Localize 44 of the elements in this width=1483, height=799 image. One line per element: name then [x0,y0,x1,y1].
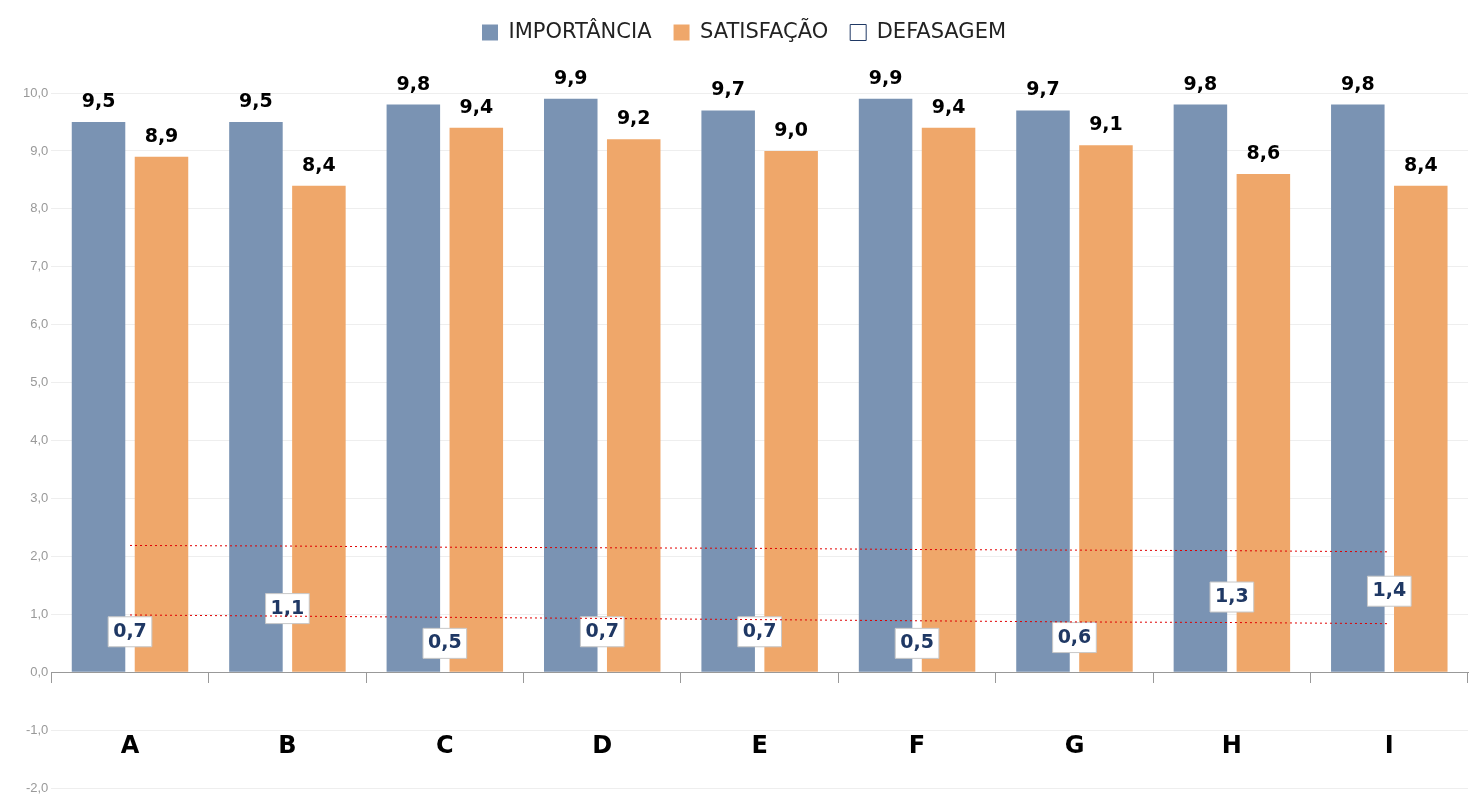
y-tick-label: 6,0 [30,316,49,332]
x-tick-label: F [908,730,926,759]
data-label: 9,5 [81,88,116,111]
data-label: 9,9 [553,65,588,88]
x-tick-label: G [1064,730,1085,759]
data-label: 9,4 [931,94,966,117]
x-tick-label: C [436,730,454,759]
data-label: 9,7 [1026,77,1060,100]
y-tick-label: -1,0 [25,721,49,737]
x-tick-label: I [1384,730,1394,759]
data-label: 9,8 [1340,71,1375,94]
data-label: 8,4 [302,152,336,175]
y-tick-label: 3,0 [30,490,49,506]
data-label: 9,1 [1089,112,1123,135]
y-tick-label: 4,0 [30,432,49,448]
data-label: 9,2 [616,106,651,129]
data-label: 9,0 [774,117,808,140]
x-tick-label: A [120,730,140,759]
y-tick-label: 0,0 [30,663,49,679]
data-label: 9,4 [459,94,494,117]
y-tick-label: 8,0 [30,200,49,216]
line-series [129,544,1390,553]
y-tick-label: 9,0 [30,142,49,158]
legend-label: DEFASAGEM [876,18,1007,43]
y-tick-label: -2,0 [25,779,49,795]
data-label: 9,5 [239,88,273,111]
data-label: 8,4 [1403,152,1438,175]
y-tick-label: 1,0 [30,605,49,621]
data-label: 8,6 [1246,141,1281,164]
data-label: 9,7 [711,77,745,100]
y-tick-label: 5,0 [30,374,49,390]
x-tick-label: H [1221,730,1242,759]
x-tick-label: E [751,730,768,759]
y-tick-label: 7,0 [30,258,49,274]
legend-label: SATISFAÇÃO [700,16,829,43]
y-tick-label: 2,0 [30,548,49,564]
data-label: 9,8 [396,71,431,94]
data-label: 9,9 [868,65,903,88]
legend-label: IMPORTÂNCIA [508,17,653,43]
x-tick-label: B [278,730,297,759]
x-tick-label: D [592,730,613,759]
data-label: 8,9 [144,123,179,146]
y-tick-label: 10,0 [22,84,49,100]
data-label: 9,8 [1183,71,1218,94]
